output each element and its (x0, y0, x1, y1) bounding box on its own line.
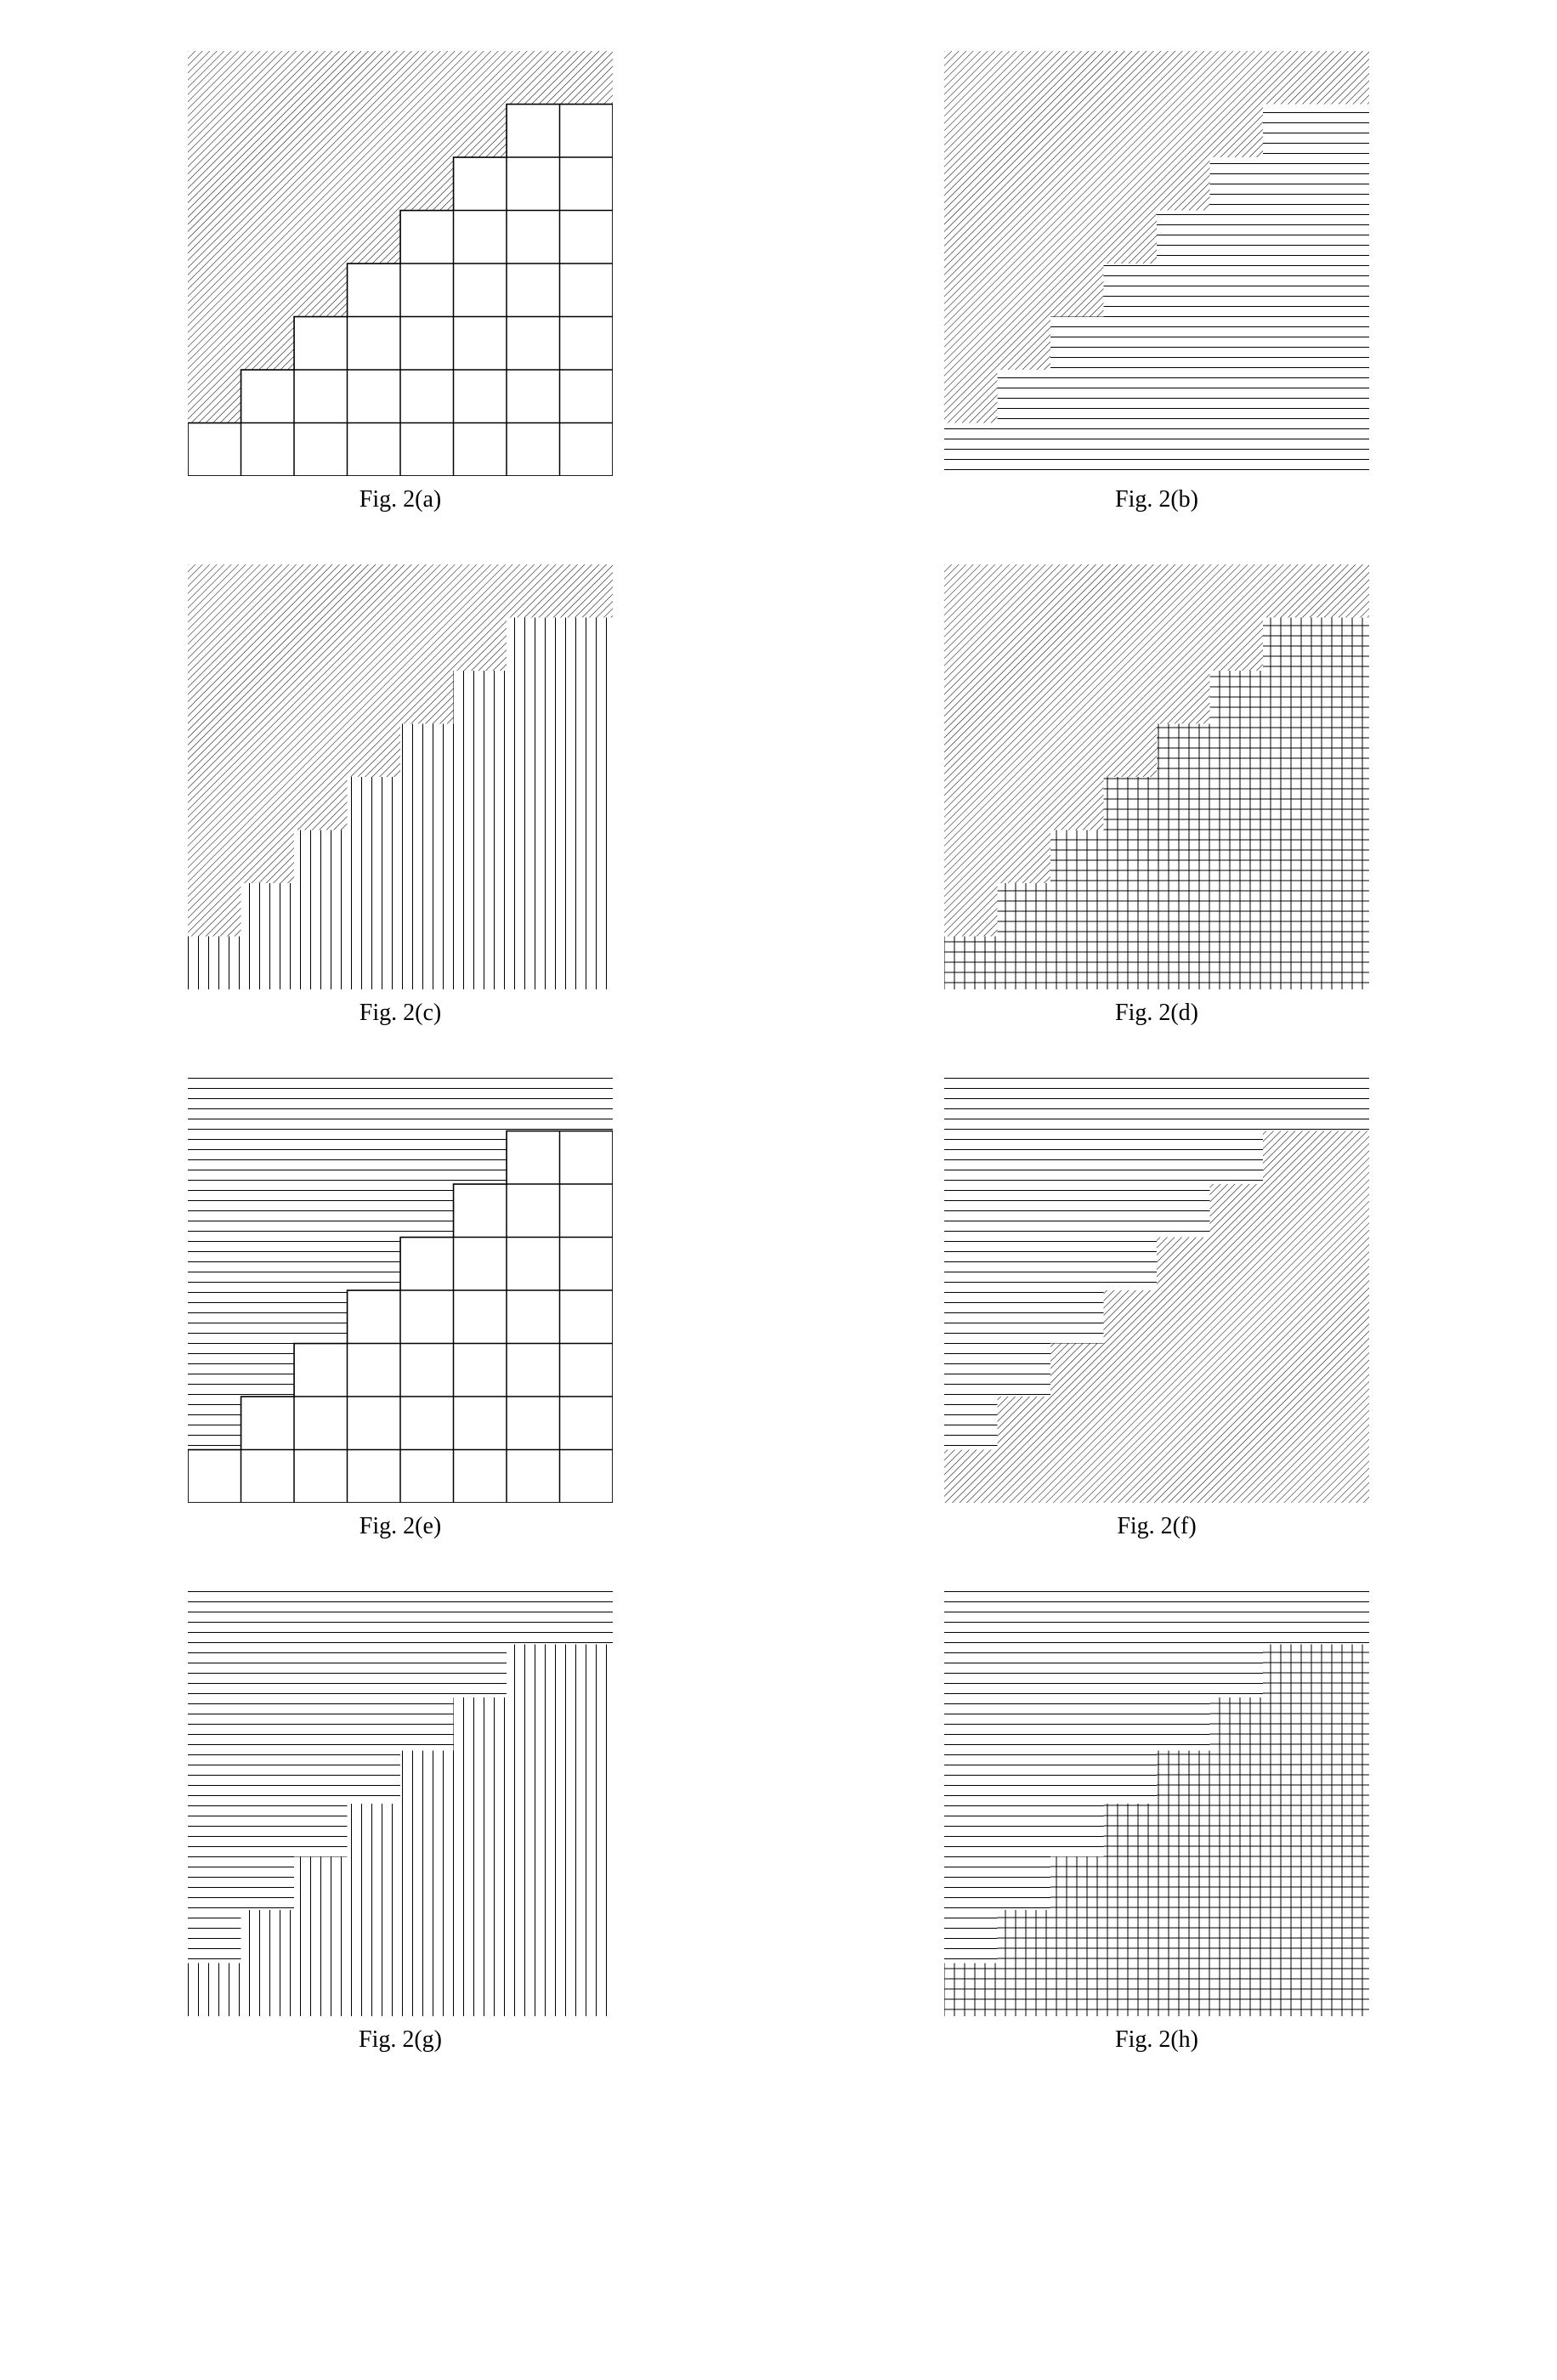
figure-panel-svg (188, 564, 613, 989)
figure-caption: Fig. 2(g) (359, 2026, 442, 2054)
figure-cell: Fig. 2(g) (99, 1591, 702, 2054)
figure-cell: Fig. 2(h) (855, 1591, 1458, 2054)
figure-caption: Fig. 2(h) (1115, 2026, 1198, 2054)
figure-caption: Fig. 2(b) (1115, 486, 1198, 513)
figure-svg-wrap (944, 1591, 1369, 2016)
figure-cell: Fig. 2(a) (99, 51, 702, 513)
figure-caption: Fig. 2(d) (1115, 1000, 1198, 1027)
figure-svg-wrap (188, 1591, 613, 2016)
figure-cell: Fig. 2(b) (855, 51, 1458, 513)
figure-panel-svg (944, 1591, 1369, 2016)
figure-panel-svg (944, 51, 1369, 476)
figure-cell: Fig. 2(e) (99, 1078, 702, 1540)
figure-svg-wrap (944, 1078, 1369, 1503)
figure-panel-svg (944, 564, 1369, 989)
figure-caption: Fig. 2(a) (360, 486, 441, 513)
figure-panel-svg (188, 51, 613, 476)
figure-panel-svg (188, 1591, 613, 2016)
figure-panel-svg (188, 1078, 613, 1503)
figure-cell: Fig. 2(d) (855, 564, 1458, 1027)
figure-svg-wrap (944, 564, 1369, 989)
figure-panel-svg (944, 1078, 1369, 1503)
figure-grid: Fig. 2(a) Fig. 2(b) (99, 51, 1458, 2054)
figure-caption: Fig. 2(e) (360, 1513, 441, 1540)
figure-svg-wrap (944, 51, 1369, 476)
figure-cell: Fig. 2(f) (855, 1078, 1458, 1540)
figure-svg-wrap (188, 1078, 613, 1503)
figure-cell: Fig. 2(c) (99, 564, 702, 1027)
figure-caption: Fig. 2(f) (1117, 1513, 1196, 1540)
figure-svg-wrap (188, 51, 613, 476)
figure-caption: Fig. 2(c) (360, 1000, 441, 1027)
figure-svg-wrap (188, 564, 613, 989)
